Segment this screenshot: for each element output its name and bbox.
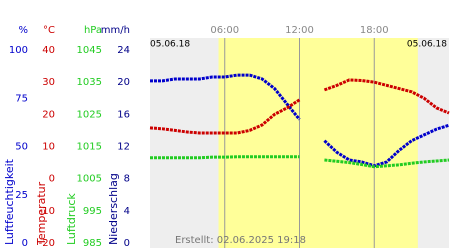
daylight <box>218 38 418 248</box>
y-tick-label: 1015 <box>77 142 102 153</box>
y-tick-label: 12 <box>117 142 130 153</box>
x-tick-label: 12:00 <box>285 25 314 36</box>
y-tick-label: 1045 <box>77 45 102 56</box>
date-left: 05.06.18 <box>150 40 190 50</box>
axis-title: Luftfeuchtigkeit <box>3 158 16 245</box>
axis-title: Luftdruck <box>65 193 78 245</box>
y-tick-label: -20 <box>39 238 55 249</box>
y-tick-label: 10 <box>42 142 55 153</box>
x-tick-label: 18:00 <box>360 25 389 36</box>
axis-unit: °C <box>43 25 55 36</box>
date-right: 05.06.18 <box>407 40 447 50</box>
y-tick-label: 8 <box>124 174 130 185</box>
series-line <box>323 78 450 115</box>
y-tick-label: 1025 <box>77 109 102 120</box>
axis-title: Temperatur <box>35 181 48 246</box>
y-tick-label: 1035 <box>77 77 102 88</box>
y-tick-label: 40 <box>42 45 55 56</box>
series-line <box>150 155 300 160</box>
y-tick-label: 985 <box>83 238 102 249</box>
series-line <box>323 123 450 168</box>
x-tick-label: 06:00 <box>210 25 239 36</box>
y-tick-label: -10 <box>39 206 55 217</box>
y-tick-label: 75 <box>15 93 28 104</box>
y-tick-label: 20 <box>42 109 55 120</box>
y-tick-label: 25 <box>15 190 28 201</box>
y-tick-label: 30 <box>42 77 55 88</box>
axis-unit: % <box>18 25 28 36</box>
axis-title: Niederschlag <box>107 173 120 245</box>
y-tick-label: 4 <box>124 206 130 217</box>
series-line <box>324 158 450 169</box>
y-tick-label: 50 <box>15 142 28 153</box>
y-tick-label: 16 <box>117 109 130 120</box>
axis-unit: mm/h <box>101 25 130 36</box>
y-tick-label: 995 <box>83 206 102 217</box>
y-tick-label: 100 <box>9 45 28 56</box>
y-tick-label: 0 <box>49 174 55 185</box>
y-tick-label: 0 <box>124 238 130 249</box>
footer: Erstellt: 02.06.2025 19:18 <box>175 235 306 246</box>
y-tick-label: 20 <box>117 77 130 88</box>
series-line <box>149 98 301 135</box>
y-tick-label: 1005 <box>77 174 102 185</box>
series-line <box>150 73 301 121</box>
y-tick-label: 24 <box>117 45 130 56</box>
y-tick-label: 0 <box>22 238 28 249</box>
axis-unit: hPa <box>84 25 102 36</box>
